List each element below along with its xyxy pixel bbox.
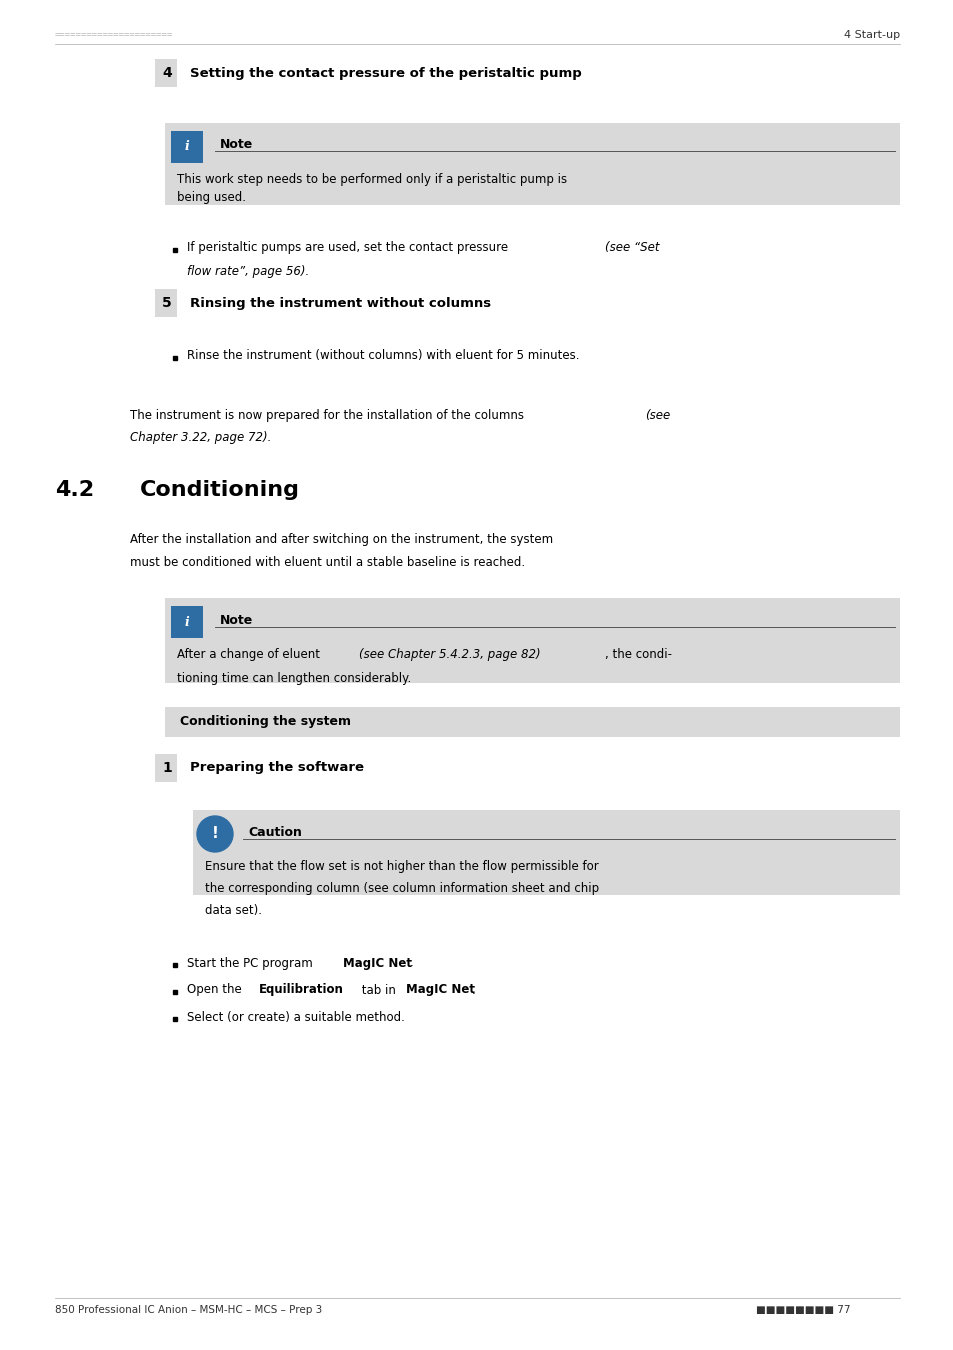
Text: After a change of eluent: After a change of eluent	[177, 648, 323, 662]
Text: 1: 1	[162, 761, 172, 775]
Text: (see Chapter 5.4.2.3, page 82): (see Chapter 5.4.2.3, page 82)	[358, 648, 540, 662]
Text: 4.2: 4.2	[55, 481, 94, 500]
Text: MagIC Net: MagIC Net	[405, 984, 474, 996]
Text: Note: Note	[220, 139, 253, 151]
Text: ======================: ======================	[55, 31, 173, 39]
FancyBboxPatch shape	[154, 755, 177, 782]
Circle shape	[196, 815, 233, 852]
Text: i: i	[185, 140, 190, 154]
Text: (see “Set: (see “Set	[604, 242, 659, 255]
FancyBboxPatch shape	[171, 131, 203, 163]
FancyBboxPatch shape	[171, 606, 203, 639]
Text: .: .	[472, 984, 476, 996]
Text: The instrument is now prepared for the installation of the columns: The instrument is now prepared for the i…	[130, 409, 527, 421]
Text: data set).: data set).	[205, 904, 262, 917]
Text: 4: 4	[162, 66, 172, 80]
Text: Chapter 3.22, page 72).: Chapter 3.22, page 72).	[130, 431, 271, 444]
FancyBboxPatch shape	[165, 123, 899, 205]
Text: Select (or create) a suitable method.: Select (or create) a suitable method.	[187, 1011, 404, 1023]
Text: After the installation and after switching on the instrument, the system: After the installation and after switchi…	[130, 533, 553, 547]
Text: Caution: Caution	[248, 825, 301, 838]
Text: must be conditioned with eluent until a stable baseline is reached.: must be conditioned with eluent until a …	[130, 555, 524, 568]
Text: This work step needs to be performed only if a peristaltic pump is
being used.: This work step needs to be performed onl…	[177, 173, 566, 204]
Text: 850 Professional IC Anion – MSM-HC – MCS – Prep 3: 850 Professional IC Anion – MSM-HC – MCS…	[55, 1305, 322, 1315]
Text: (see: (see	[644, 409, 670, 421]
FancyBboxPatch shape	[193, 810, 899, 895]
Text: , the condi-: , the condi-	[604, 648, 671, 662]
Text: Ensure that the flow set is not higher than the flow permissible for: Ensure that the flow set is not higher t…	[205, 860, 598, 873]
Text: .: .	[409, 957, 413, 969]
Text: Preparing the software: Preparing the software	[190, 761, 364, 775]
Text: Rinsing the instrument without columns: Rinsing the instrument without columns	[190, 297, 491, 309]
Text: MagIC Net: MagIC Net	[343, 957, 412, 969]
Text: Rinse the instrument (without columns) with eluent for 5 minutes.: Rinse the instrument (without columns) w…	[187, 350, 578, 363]
Text: tioning time can lengthen considerably.: tioning time can lengthen considerably.	[177, 672, 411, 684]
Text: tab in: tab in	[357, 984, 399, 996]
Text: Note: Note	[220, 613, 253, 626]
Text: Setting the contact pressure of the peristaltic pump: Setting the contact pressure of the peri…	[190, 66, 581, 80]
FancyBboxPatch shape	[165, 598, 899, 683]
Text: Open the: Open the	[187, 984, 245, 996]
Text: 5: 5	[162, 296, 172, 310]
FancyBboxPatch shape	[154, 59, 177, 86]
Text: flow rate”, page 56).: flow rate”, page 56).	[187, 266, 309, 278]
Text: If peristaltic pumps are used, set the contact pressure: If peristaltic pumps are used, set the c…	[187, 242, 512, 255]
FancyBboxPatch shape	[154, 289, 177, 317]
Text: ■■■■■■■■ 77: ■■■■■■■■ 77	[755, 1305, 849, 1315]
FancyBboxPatch shape	[165, 707, 899, 737]
Text: i: i	[185, 616, 190, 629]
Text: the corresponding column (see column information sheet and chip: the corresponding column (see column inf…	[205, 882, 598, 895]
Text: 4 Start-up: 4 Start-up	[843, 30, 899, 40]
Text: Equilibration: Equilibration	[258, 984, 343, 996]
Text: Start the PC program: Start the PC program	[187, 957, 316, 969]
Text: Conditioning: Conditioning	[140, 481, 299, 500]
Text: !: !	[212, 825, 218, 841]
Text: Conditioning the system: Conditioning the system	[180, 714, 351, 728]
